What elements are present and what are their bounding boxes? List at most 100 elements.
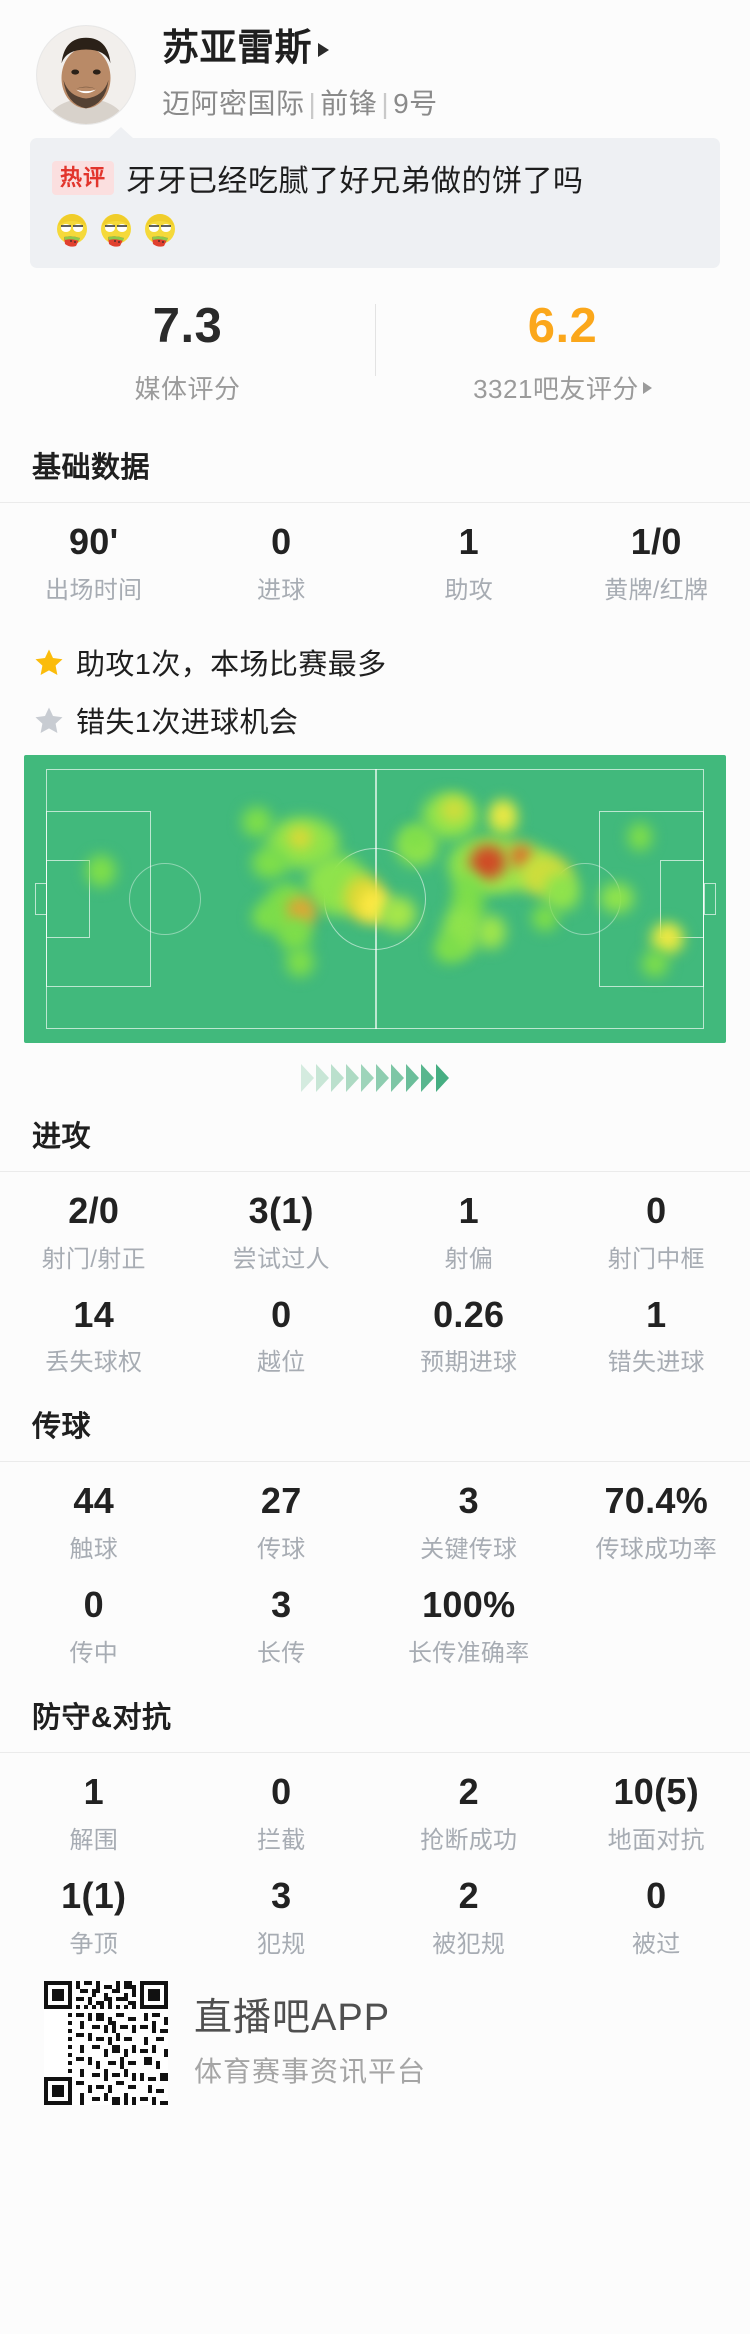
stat-cell: 0 越位	[188, 1293, 376, 1378]
chevron-right-icon[interactable]	[642, 381, 652, 394]
status-badge: 热评	[52, 161, 115, 195]
heat-blob	[476, 914, 506, 949]
stat-cell: 10(5) 地面对抗	[563, 1773, 750, 1855]
meta-separator-2: |	[381, 88, 390, 120]
section-title-defense: 防守&对抗	[32, 1701, 172, 1734]
app-name: 直播吧APP	[194, 1996, 391, 2039]
stat-cell: 0 被过	[563, 1874, 750, 1959]
defense-section: 防守&对抗 1 解围 0 拦截 2 抢断成功 10(5) 地面对抗 1(1)	[0, 1694, 750, 1959]
player-team: 迈阿密国际	[162, 88, 305, 120]
media-rating-label: 媒体评分	[134, 369, 240, 406]
heat-blob	[440, 796, 468, 823]
heat-blob	[642, 950, 668, 977]
stat-label: 关键传球	[420, 1536, 518, 1564]
eating-watermelon-face-icon	[140, 210, 180, 250]
media-rating: 7.3 媒体评分	[0, 302, 375, 406]
basic-stat-row: 90' 出场时间 0 进球 1 助攻 1/0 黄牌/红牌	[0, 523, 750, 605]
heat-blob	[544, 872, 580, 911]
stat-label: 传球成功率	[595, 1536, 717, 1564]
player-subtitle: 迈阿密国际 | 前锋 | 9号	[162, 82, 438, 122]
stat-cell: 0 拦截	[188, 1773, 376, 1855]
stat-label: 触球	[69, 1536, 119, 1564]
avatar[interactable]	[36, 25, 136, 125]
stat-label: 预期进球	[420, 1349, 518, 1377]
stat-label: 被犯规	[432, 1930, 506, 1958]
stat-label: 射门/射正	[41, 1245, 146, 1273]
stat-value: 2/0	[68, 1189, 120, 1231]
stat-value: 0	[271, 1293, 292, 1335]
chevron-right-icon	[436, 1063, 449, 1092]
stat-label: 越位	[256, 1349, 306, 1377]
heat-blob	[658, 926, 678, 947]
hot-comment-box[interactable]: 热评 牙牙已经吃腻了好兄弟做的饼了吗	[30, 138, 720, 268]
fan-rating[interactable]: 6.2 3321吧友评分	[375, 302, 750, 406]
stat-label: 助攻	[444, 576, 494, 604]
stat-label: 射偏	[444, 1245, 494, 1273]
heat-blob	[510, 844, 532, 867]
divider	[0, 1461, 750, 1463]
stat-value: 0.26	[433, 1293, 505, 1335]
heat-blob	[600, 882, 634, 913]
heat-blob	[494, 804, 512, 825]
stat-label: 犯规	[256, 1930, 306, 1958]
chevron-right-icon	[391, 1063, 404, 1092]
stat-cell: 0 进球	[188, 523, 376, 605]
stat-value: 2	[458, 1770, 479, 1812]
stat-value: 1	[83, 1770, 104, 1812]
heat-blob	[242, 806, 272, 837]
qr-code[interactable]	[44, 1980, 168, 2105]
stat-label: 出场时间	[45, 576, 143, 604]
stat-label: 传球	[256, 1536, 306, 1564]
stat-label: 进球	[256, 576, 306, 604]
heat-blob	[278, 916, 312, 951]
heat-blob	[252, 846, 288, 879]
stat-value: 1(1)	[61, 1874, 127, 1916]
chevron-right-icon	[316, 1063, 329, 1092]
stat-value: 14	[73, 1293, 115, 1335]
stat-label: 地面对抗	[607, 1826, 705, 1854]
heat-blob	[288, 826, 312, 849]
stat-value: 1	[646, 1293, 667, 1335]
fan-rating-label-text: 3321吧友评分	[473, 374, 639, 404]
divider	[0, 1751, 750, 1753]
hot-comment-section[interactable]: 热评 牙牙已经吃腻了好兄弟做的饼了吗	[30, 127, 720, 268]
goal-right	[704, 882, 716, 915]
stat-label: 长传	[256, 1639, 306, 1667]
chevron-right-icon	[406, 1063, 419, 1092]
stat-cell: 2 被犯规	[375, 1874, 563, 1959]
stat-cell: 1 射偏	[375, 1191, 563, 1274]
chevron-right-icon[interactable]	[318, 43, 329, 57]
stat-label: 射门中框	[607, 1245, 705, 1273]
stat-value: 0	[271, 521, 292, 562]
stat-value: 0	[646, 1874, 667, 1916]
chevron-right-icon	[331, 1063, 344, 1092]
stat-value: 44	[73, 1480, 115, 1522]
heat-blob	[380, 896, 416, 931]
passing-section: 传球 44 触球 27 传球 3 关键传球 70.4% 传球成功率 0 传	[0, 1403, 750, 1668]
stat-value: 3	[271, 1584, 292, 1626]
passing-stat-row-1: 44 触球 27 传球 3 关键传球 70.4% 传球成功率	[0, 1482, 750, 1564]
stat-cell: 90' 出场时间	[0, 523, 188, 605]
stat-cell: 2 抢断成功	[375, 1773, 563, 1855]
ratings-section: 7.3 媒体评分 6.2 3321吧友评分	[0, 302, 750, 406]
stat-label: 尝试过人	[232, 1245, 330, 1273]
stat-cell: 0 传中	[0, 1586, 188, 1668]
stat-label: 错失进球	[607, 1349, 705, 1377]
basic-data-section: 基础数据 90' 出场时间 0 进球 1 助攻 1/0 黄牌/红牌	[0, 444, 750, 605]
ratings-divider	[375, 304, 376, 376]
stat-cell: 14 丢失球权	[0, 1293, 188, 1378]
stat-value: 2	[458, 1874, 479, 1916]
emoji-row	[52, 210, 700, 250]
stat-cell: 3(1) 尝试过人	[188, 1191, 376, 1274]
page-title: 苏亚雷斯	[162, 26, 312, 68]
stat-cell: 1(1) 争顶	[0, 1874, 188, 1959]
heat-blob	[404, 826, 426, 849]
stat-label: 抢断成功	[420, 1826, 518, 1854]
heat-blob	[434, 934, 464, 963]
player-name-row[interactable]: 苏亚雷斯	[162, 26, 438, 69]
stat-value: 10(5)	[613, 1770, 700, 1812]
attack-stat-row-2: 14 丢失球权 0 越位 0.26 预期进球 1 错失进球	[0, 1293, 750, 1378]
stat-value: 0	[271, 1770, 292, 1812]
stat-cell: 0 射门中框	[563, 1191, 750, 1274]
fan-rating-label[interactable]: 3321吧友评分	[473, 369, 652, 406]
